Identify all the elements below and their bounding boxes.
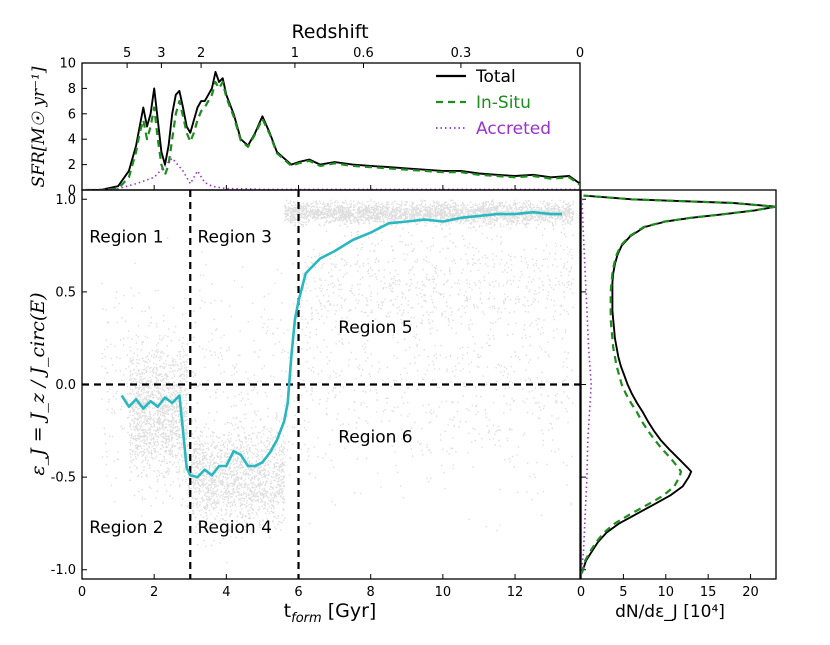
dist-line-accreted [581,195,593,574]
main-axis-ticks: 0 2 4 6 8 10 12 -1.0 -0.5 0.0 0.5 1.0 [51,193,524,600]
redshift-tick-label: 0 [576,46,584,61]
xtick-label: 12 [507,585,524,600]
sfr-axis-ticks: 0 2 4 6 8 10 5 3 2 1 0.6 0.3 0 [59,46,584,199]
dist-line-total [581,194,776,574]
distribution-series [581,194,776,574]
ytick-label: 0.5 [55,285,76,300]
ytick-label: 0.0 [55,378,76,393]
region-label-region-4: Region 4 [197,518,271,538]
main-overlays [82,190,580,579]
xtick-label: 4 [222,585,230,600]
legend-label-accreted: Accreted [476,119,551,139]
median-circularity-line [120,210,562,479]
ytick-label: -0.5 [51,471,76,486]
dist-xtick-label: 0 [577,585,585,600]
distribution-axis-ticks: 0 5 10 15 20 [577,198,759,600]
xtick-label: 10 [435,585,452,600]
star-particle-scatter [101,199,575,564]
region-label-region-6: Region 6 [338,427,412,447]
legend-label-total: Total [475,67,516,87]
sfr-ytick-label: 0 [68,184,76,199]
redshift-axis-label: Redshift [291,21,368,43]
sfr-series [85,70,580,190]
redshift-tick-label: 1 [291,46,299,61]
sfr-axis-label: SFR[M☉ yr⁻¹] [29,66,49,187]
dist-xtick-label: 10 [658,585,675,600]
xtick-label: 0 [78,585,86,600]
distribution-axis-label: dN/dε_J [10⁴] [615,602,725,622]
y-axis-label: ε_J = J_z / J_circ(E) [27,292,49,475]
redshift-tick-label: 5 [123,46,131,61]
region-label-region-2: Region 2 [89,518,163,538]
x-axis-label: tform [Gyr] [284,600,377,626]
redshift-tick-label: 0.3 [451,46,472,61]
region-label-region-5: Region 5 [338,318,412,338]
dist-xtick-label: 20 [742,585,759,600]
xtick-label: 6 [294,585,302,600]
dist-xtick-label: 15 [700,585,717,600]
ytick-label: 1.0 [55,193,76,208]
region-labels: Region 1 Region 2 Region 3 Region 4 Region 5… [89,227,412,538]
dist-xtick-label: 5 [619,585,627,600]
sfr-ytick-label: 8 [68,82,76,97]
dist-line-in-situ [581,194,776,574]
sfr-ytick-label: 6 [68,107,76,122]
redshift-tick-label: 3 [157,46,165,61]
legend: Total In-Situ Accreted [436,67,551,139]
scatter-points [101,199,575,564]
sfr-line-in-situ [85,80,580,190]
region-label-region-3: Region 3 [197,227,271,247]
sfr-line-total [85,70,580,190]
legend-label-insitu: In-Situ [476,93,531,113]
ytick-label: -1.0 [51,563,76,578]
xtick-label: 8 [367,585,375,600]
region-label-region-1: Region 1 [89,227,163,247]
xtick-label: 2 [150,585,158,600]
sfr-ytick-label: 4 [68,133,76,148]
sfr-ytick-label: 10 [59,57,76,72]
distribution-panel-frame [580,189,777,580]
redshift-tick-label: 2 [197,46,205,61]
sfr-ytick-label: 2 [68,158,76,173]
redshift-tick-label: 0.6 [353,46,374,61]
